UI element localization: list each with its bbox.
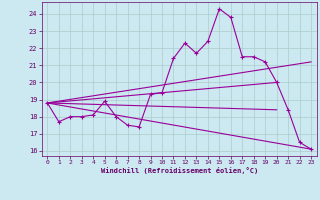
X-axis label: Windchill (Refroidissement éolien,°C): Windchill (Refroidissement éolien,°C) bbox=[100, 167, 258, 174]
